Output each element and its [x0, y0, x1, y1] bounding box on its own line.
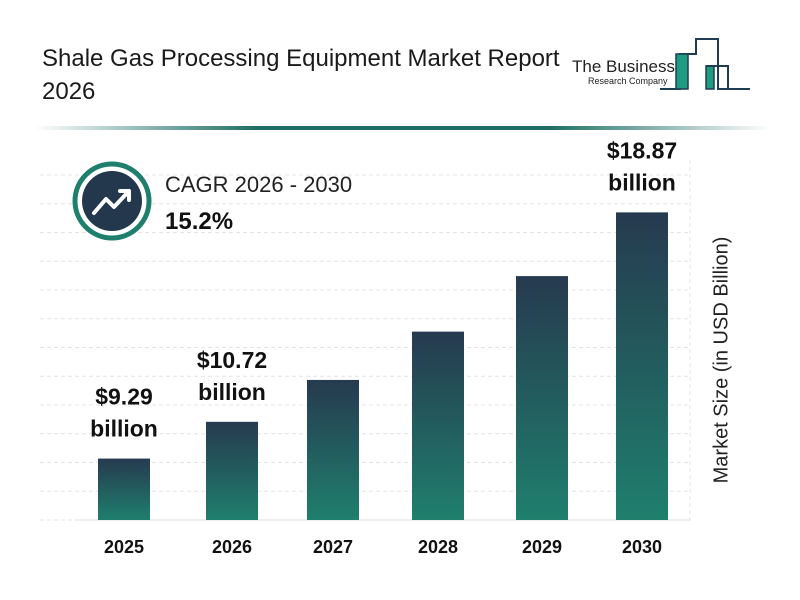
cagr-label: CAGR 2026 - 2030	[165, 172, 353, 197]
cagr-value: 15.2%	[165, 208, 234, 235]
company-logo: The Business Research Company	[572, 38, 750, 90]
x-tick-label: 2027	[313, 537, 353, 557]
y-axis-label: Market Size (in USD Billion)	[710, 236, 733, 484]
data-label-value: $9.29	[95, 384, 153, 410]
data-label-unit: billion	[90, 416, 158, 442]
chart-title: Shale Gas Processing Equipment Market Re…	[42, 45, 560, 105]
logo-line2: Research Company	[588, 76, 668, 86]
bar-2027	[307, 379, 359, 520]
bar-2025	[98, 458, 150, 520]
data-label-value: $18.87	[607, 137, 677, 163]
x-tick-label: 2029	[522, 537, 562, 557]
data-label-unit: billion	[608, 169, 676, 195]
trending-up-icon	[92, 189, 131, 215]
bar-2028	[412, 331, 464, 520]
x-tick-label: 2030	[622, 537, 662, 557]
data-label-unit: billion	[198, 379, 266, 405]
data-label-value: $10.72	[197, 347, 267, 373]
bar-2026	[206, 421, 258, 520]
header-divider	[35, 126, 770, 130]
bar-2030	[616, 212, 668, 520]
x-tick-label: 2025	[104, 537, 144, 557]
bar-2029	[516, 276, 568, 520]
cagr-badge	[72, 161, 152, 241]
logo-line1: The Business	[572, 57, 675, 76]
x-tick-label: 2026	[212, 537, 252, 557]
x-tick-label: 2028	[418, 537, 458, 557]
